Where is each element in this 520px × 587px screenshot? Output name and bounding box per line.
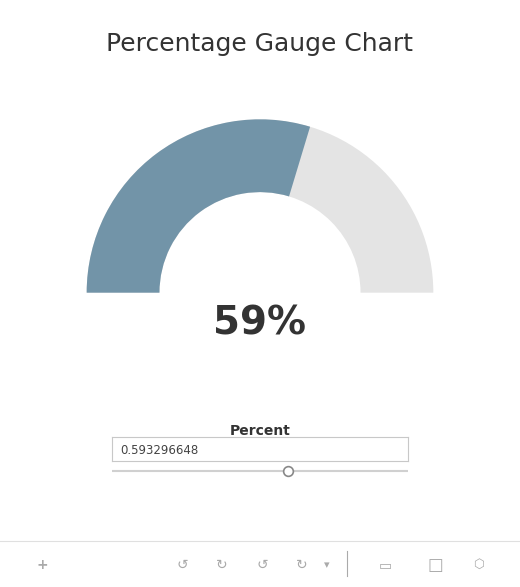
Text: 59%: 59% — [214, 305, 306, 343]
Text: Percent: Percent — [229, 424, 291, 438]
Text: ▾: ▾ — [324, 559, 330, 569]
Text: +: + — [36, 558, 48, 572]
Text: Percentage Gauge Chart: Percentage Gauge Chart — [107, 32, 413, 56]
Text: ⬡: ⬡ — [473, 558, 484, 571]
Text: ▭: ▭ — [379, 558, 392, 572]
Text: ↺: ↺ — [176, 558, 188, 572]
Wedge shape — [87, 119, 433, 293]
Text: ↺: ↺ — [256, 558, 268, 572]
Text: 0.593296648: 0.593296648 — [121, 444, 199, 457]
Text: ↻: ↻ — [296, 558, 308, 572]
Text: □: □ — [427, 556, 443, 573]
Text: ↻: ↻ — [216, 558, 228, 572]
Wedge shape — [87, 119, 310, 293]
